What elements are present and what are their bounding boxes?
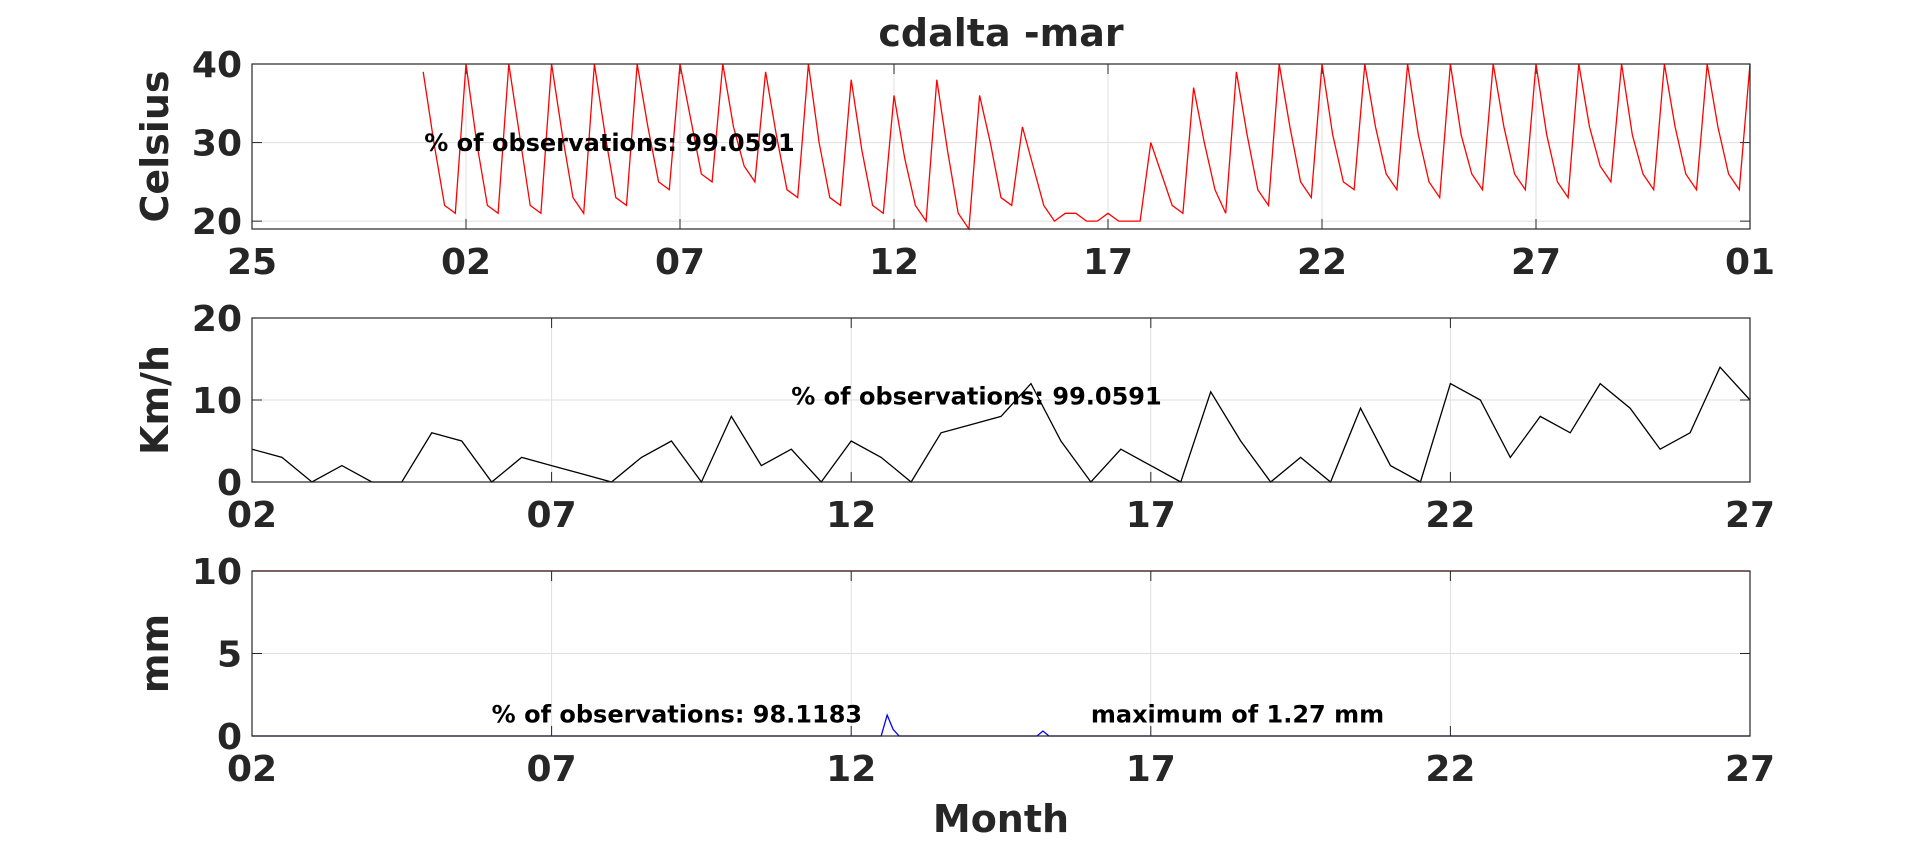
y-tick-label: 0 (217, 717, 242, 758)
x-tick-label: 07 (655, 242, 705, 283)
axes-box (251, 570, 1751, 737)
data-line (422, 63, 1751, 231)
y-tick-label: 40 (192, 45, 242, 86)
data-line (251, 366, 1751, 484)
y-tick-label: 20 (192, 299, 242, 340)
y-tick-label: 20 (192, 202, 242, 243)
x-tick-label: 27 (1511, 242, 1561, 283)
x-axis-label: Month (933, 797, 1069, 841)
y-tick-label: 10 (192, 552, 242, 593)
x-tick-label: 22 (1297, 242, 1347, 283)
x-tick-label: 12 (826, 495, 876, 536)
x-tick-label: 07 (527, 495, 577, 536)
annotation: % of observations: 98.1183 (492, 701, 862, 729)
y-tick-label: 30 (192, 124, 242, 165)
y-tick-label: 0 (217, 463, 242, 504)
x-tick-label: 12 (869, 242, 919, 283)
x-tick-label: 02 (227, 495, 277, 536)
x-tick-label: 02 (227, 749, 277, 790)
x-tick-label: 17 (1126, 495, 1176, 536)
x-tick-label: 27 (1725, 495, 1775, 536)
y-axis-label: Celsius (133, 71, 177, 223)
x-tick-label: 02 (441, 242, 491, 283)
axes-box (251, 317, 1751, 483)
plot-area (252, 64, 1750, 229)
x-tick-label: 07 (527, 749, 577, 790)
y-tick-label: 10 (192, 381, 242, 422)
x-tick-label: 22 (1425, 749, 1475, 790)
y-axis-label: Km/h (133, 345, 177, 455)
y-tick-label: 5 (217, 635, 242, 676)
annotation: maximum of 1.27 mm (1091, 701, 1384, 729)
annotation: % of observations: 99.0591 (791, 383, 1161, 411)
annotation: % of observations: 99.0591 (424, 129, 794, 157)
x-tick-label: 27 (1725, 749, 1775, 790)
x-tick-label: 01 (1725, 242, 1775, 283)
x-tick-label: 25 (227, 242, 277, 283)
x-tick-label: 17 (1126, 749, 1176, 790)
y-axis-label: mm (133, 614, 177, 693)
chart-title: cdalta -mar (878, 11, 1123, 55)
x-tick-label: 22 (1425, 495, 1475, 536)
axes-box (251, 63, 1751, 230)
x-tick-label: 12 (826, 749, 876, 790)
x-tick-label: 17 (1083, 242, 1133, 283)
